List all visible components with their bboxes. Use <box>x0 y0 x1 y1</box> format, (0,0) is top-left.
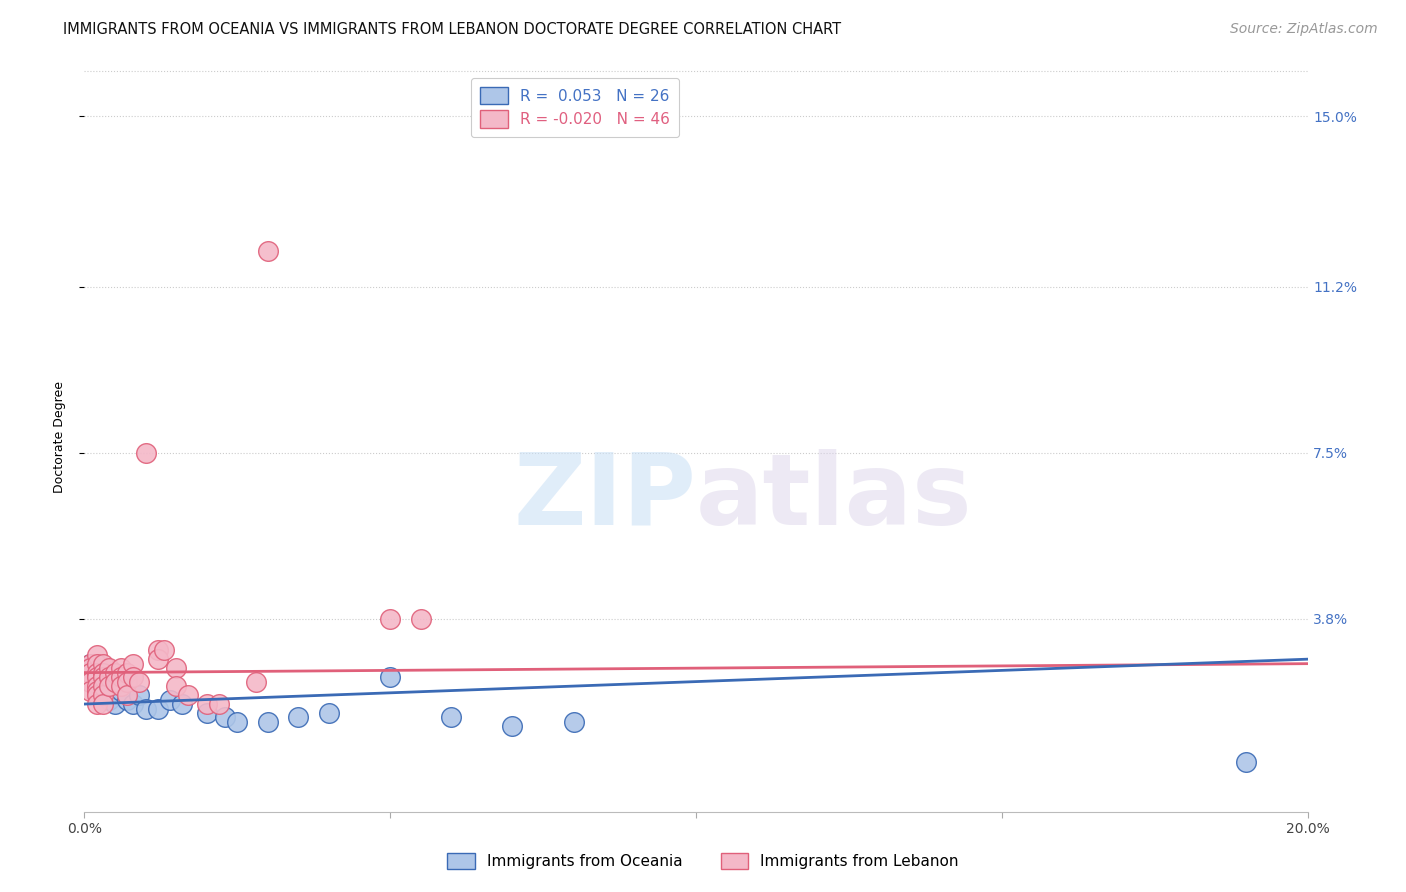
Point <box>86 688 108 702</box>
Point <box>195 706 218 720</box>
Text: atlas: atlas <box>696 449 973 546</box>
Point <box>122 670 145 684</box>
Point <box>245 674 267 689</box>
Point <box>195 697 218 711</box>
Point <box>91 688 114 702</box>
Point <box>409 612 432 626</box>
Point <box>104 665 127 680</box>
Point <box>110 679 132 693</box>
Point <box>86 697 108 711</box>
Point <box>97 688 120 702</box>
Point <box>79 657 101 671</box>
Point <box>115 665 138 680</box>
Point <box>79 657 101 671</box>
Point <box>440 710 463 724</box>
Point <box>214 710 236 724</box>
Point <box>165 679 187 693</box>
Point <box>79 661 101 675</box>
Point <box>110 670 132 684</box>
Point <box>1236 756 1258 770</box>
Point <box>86 648 108 662</box>
Point <box>91 657 114 671</box>
Point <box>110 661 132 675</box>
Point <box>146 652 169 666</box>
Point <box>91 674 114 689</box>
Point <box>380 612 402 626</box>
Point <box>257 714 280 729</box>
Point <box>91 679 114 693</box>
Text: Source: ZipAtlas.com: Source: ZipAtlas.com <box>1230 22 1378 37</box>
Point <box>86 670 108 684</box>
Point <box>502 719 524 733</box>
Point <box>104 674 127 689</box>
Point <box>97 679 120 693</box>
Point <box>128 688 150 702</box>
Point <box>135 701 157 715</box>
Point <box>79 674 101 689</box>
Point <box>172 697 194 711</box>
Point <box>122 657 145 671</box>
Point <box>115 674 138 689</box>
Point <box>135 446 157 460</box>
Point <box>91 697 114 711</box>
Point <box>208 697 231 711</box>
Point <box>79 665 101 680</box>
Point <box>146 643 169 657</box>
Point <box>91 683 114 698</box>
Y-axis label: Doctorate Degree: Doctorate Degree <box>53 381 66 493</box>
Point <box>128 674 150 689</box>
Point <box>91 665 114 680</box>
Point <box>86 665 108 680</box>
Point <box>287 710 309 724</box>
Text: ZIP: ZIP <box>513 449 696 546</box>
Point <box>115 688 138 702</box>
Point <box>104 697 127 711</box>
Text: IMMIGRANTS FROM OCEANIA VS IMMIGRANTS FROM LEBANON DOCTORATE DEGREE CORRELATION : IMMIGRANTS FROM OCEANIA VS IMMIGRANTS FR… <box>63 22 841 37</box>
Point <box>86 665 108 680</box>
Point <box>86 683 108 698</box>
Point <box>257 244 280 258</box>
Legend: Immigrants from Oceania, Immigrants from Lebanon: Immigrants from Oceania, Immigrants from… <box>441 847 965 875</box>
Point <box>79 683 101 698</box>
Point <box>226 714 249 729</box>
Point <box>146 701 169 715</box>
Point <box>153 643 176 657</box>
Point <box>318 706 340 720</box>
Point <box>562 714 585 729</box>
Point <box>86 657 108 671</box>
Point <box>165 661 187 675</box>
Point <box>159 692 181 706</box>
Legend: R =  0.053   N = 26, R = -0.020   N = 46: R = 0.053 N = 26, R = -0.020 N = 46 <box>471 78 679 137</box>
Point <box>110 683 132 698</box>
Point <box>115 692 138 706</box>
Point <box>97 670 120 684</box>
Point <box>380 670 402 684</box>
Point <box>177 688 200 702</box>
Point <box>86 679 108 693</box>
Point <box>122 697 145 711</box>
Point <box>97 692 120 706</box>
Point <box>97 661 120 675</box>
Point <box>91 670 114 684</box>
